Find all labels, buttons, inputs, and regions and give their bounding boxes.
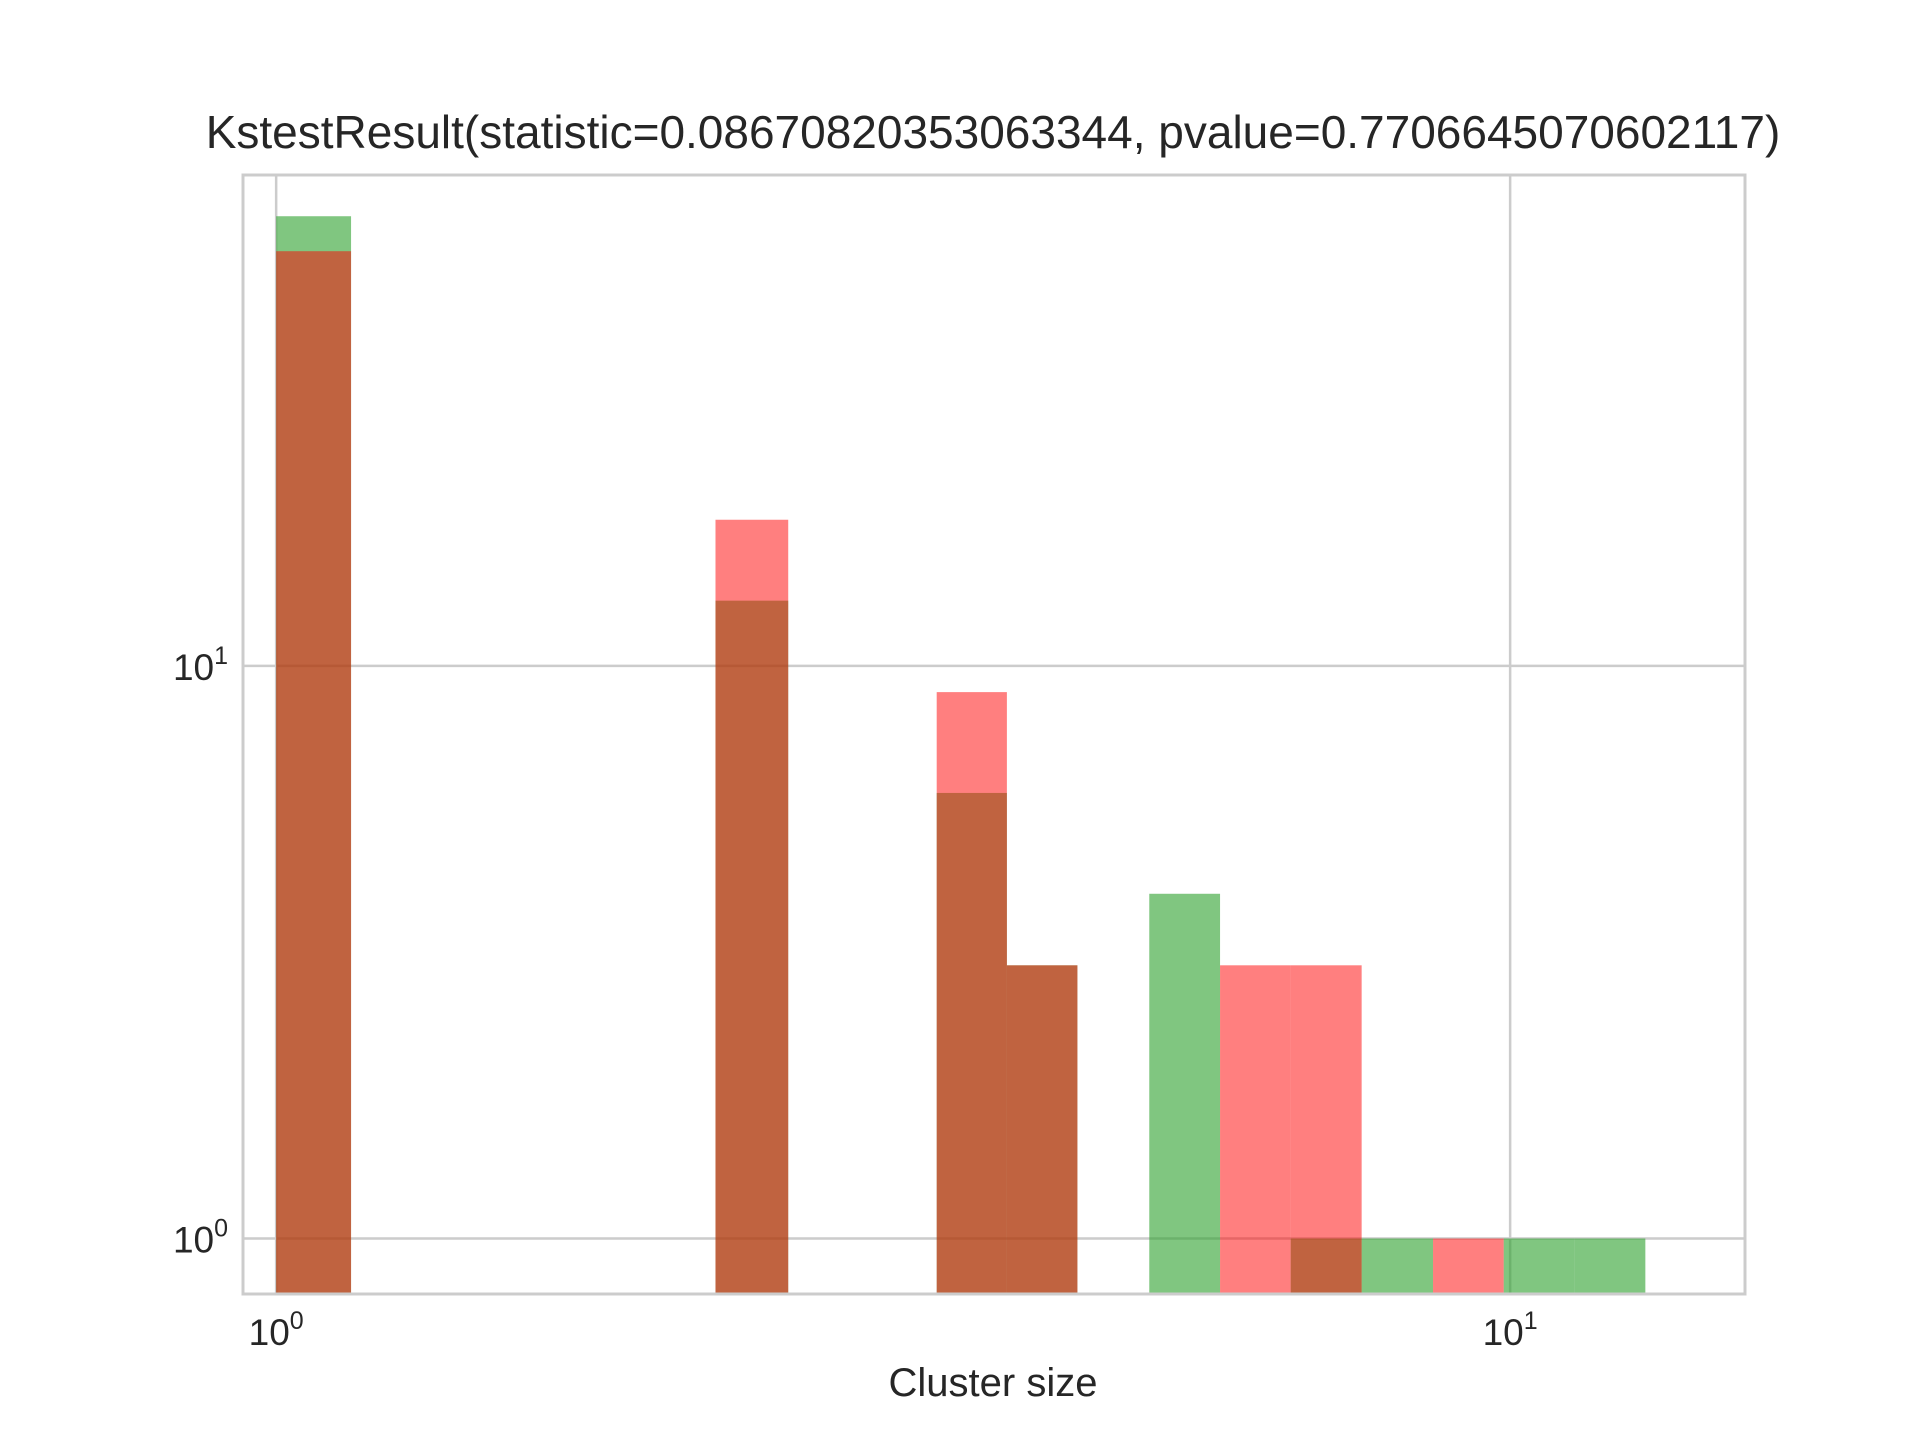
x-axis-label: Cluster size (889, 1361, 1098, 1405)
x-tick-label: 100 (249, 1307, 304, 1353)
histogram-bar-series-2 (276, 251, 352, 1295)
bars-layer (276, 216, 1646, 1295)
y-tick-label: 100 (173, 1215, 228, 1261)
histogram-bar-series-2 (936, 692, 1007, 1294)
chart-title: KstestResult(statistic=0.086708203530633… (206, 106, 1781, 158)
histogram-bar-series-2 (715, 519, 789, 1294)
x-tick-label: 101 (1483, 1307, 1538, 1353)
histogram-bar-series-2 (1433, 1238, 1504, 1294)
ticks-layer: 100 101 100 101 (173, 642, 1538, 1353)
histogram-bar-series-1 (1574, 1238, 1646, 1294)
plot-frame (241, 173, 1747, 1296)
histogram-bar-series-1 (1503, 1238, 1575, 1294)
y-tick-label: 101 (173, 642, 228, 688)
histogram-bar-series-2 (1220, 965, 1291, 1294)
histogram-bar-series-1 (1149, 893, 1221, 1294)
histogram-bar-series-1 (1361, 1238, 1434, 1294)
histogram-bar-series-2 (1006, 965, 1078, 1294)
histogram-bar-series-2 (1290, 965, 1362, 1294)
